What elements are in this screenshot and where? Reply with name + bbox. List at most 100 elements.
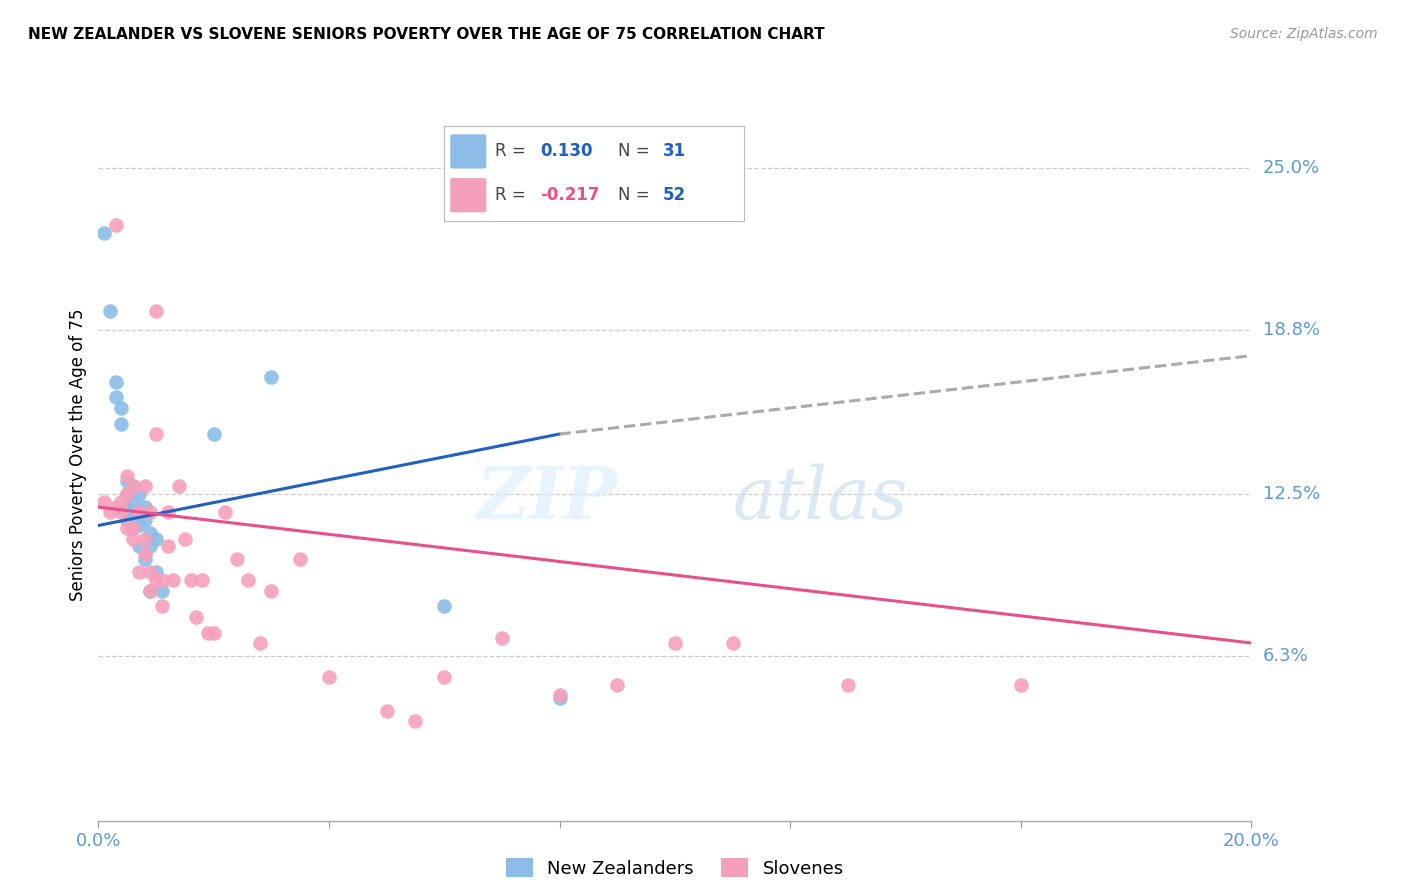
Point <box>104 375 127 389</box>
Text: NEW ZEALANDER VS SLOVENE SENIORS POVERTY OVER THE AGE OF 75 CORRELATION CHART: NEW ZEALANDER VS SLOVENE SENIORS POVERTY… <box>28 27 825 42</box>
Point <box>174 532 197 546</box>
Point <box>93 226 115 240</box>
Point <box>139 539 162 553</box>
Point <box>162 574 184 588</box>
Text: 31: 31 <box>664 143 686 161</box>
Point <box>134 479 156 493</box>
Point <box>202 427 225 442</box>
Point <box>150 599 173 614</box>
Point <box>139 583 162 598</box>
Point <box>197 625 219 640</box>
Text: Source: ZipAtlas.com: Source: ZipAtlas.com <box>1230 27 1378 41</box>
Point <box>191 574 214 588</box>
Point <box>156 539 179 553</box>
Point <box>110 505 132 519</box>
Point <box>214 505 236 519</box>
Point <box>405 714 427 729</box>
Point <box>122 521 145 535</box>
Y-axis label: Seniors Poverty Over the Age of 75: Seniors Poverty Over the Age of 75 <box>69 309 87 601</box>
Point <box>260 369 283 384</box>
Point <box>93 495 115 509</box>
Text: N =: N = <box>619 143 650 161</box>
Point <box>150 583 173 598</box>
Point <box>145 566 167 580</box>
Text: 25.0%: 25.0% <box>1263 159 1320 177</box>
Point <box>238 574 260 588</box>
Point <box>117 513 138 527</box>
Point <box>156 505 179 519</box>
Point <box>122 532 145 546</box>
Point <box>128 505 150 519</box>
Point <box>318 670 340 684</box>
Point <box>117 500 138 515</box>
Point <box>249 636 271 650</box>
Point <box>98 505 121 519</box>
Point <box>122 479 145 493</box>
Point <box>122 495 145 509</box>
Point <box>202 625 225 640</box>
Point <box>664 636 686 650</box>
Point <box>150 574 173 588</box>
Text: 6.3%: 6.3% <box>1263 647 1309 665</box>
Text: 12.5%: 12.5% <box>1263 485 1320 503</box>
FancyBboxPatch shape <box>450 135 486 169</box>
Point <box>721 636 744 650</box>
Text: ZIP: ZIP <box>477 463 617 534</box>
Point <box>98 304 121 318</box>
Point <box>128 539 150 553</box>
Point <box>122 521 145 535</box>
Point <box>145 532 167 546</box>
Point <box>117 474 138 488</box>
Point <box>139 566 162 580</box>
FancyBboxPatch shape <box>450 178 486 212</box>
Point <box>122 479 145 493</box>
Text: R =: R = <box>495 186 526 204</box>
Point <box>433 599 456 614</box>
Point <box>128 566 150 580</box>
Point <box>433 670 456 684</box>
Point <box>606 678 628 692</box>
Point <box>145 574 167 588</box>
Point <box>134 500 156 515</box>
Point <box>548 690 571 705</box>
Point <box>375 704 398 718</box>
Point <box>122 505 145 519</box>
Point <box>167 479 190 493</box>
Point <box>491 631 513 645</box>
Point <box>186 610 208 624</box>
Legend: New Zealanders, Slovenes: New Zealanders, Slovenes <box>499 851 851 885</box>
Point <box>128 505 150 519</box>
Point <box>134 532 156 546</box>
Point <box>104 218 127 232</box>
Text: 0.130: 0.130 <box>540 143 593 161</box>
Point <box>145 304 167 318</box>
Point <box>134 513 156 527</box>
Text: 18.8%: 18.8% <box>1263 320 1320 339</box>
Point <box>128 518 150 533</box>
Point <box>117 487 138 501</box>
Point <box>110 495 132 509</box>
Point <box>110 417 132 431</box>
Point <box>117 487 138 501</box>
Text: 52: 52 <box>664 186 686 204</box>
Point <box>104 500 127 515</box>
Text: -0.217: -0.217 <box>540 186 600 204</box>
Point <box>134 552 156 566</box>
Point <box>104 391 127 405</box>
Point <box>837 678 859 692</box>
Point <box>180 574 202 588</box>
Point <box>117 521 138 535</box>
Point <box>139 583 162 598</box>
Text: N =: N = <box>619 186 650 204</box>
Point <box>110 401 132 415</box>
Point <box>290 552 312 566</box>
Point <box>145 427 167 442</box>
Point <box>225 552 247 566</box>
Point <box>134 547 156 561</box>
Point <box>128 487 150 501</box>
Point <box>139 505 162 519</box>
Point <box>117 468 138 483</box>
Point <box>1010 678 1032 692</box>
Text: R =: R = <box>495 143 526 161</box>
Point <box>139 526 162 541</box>
